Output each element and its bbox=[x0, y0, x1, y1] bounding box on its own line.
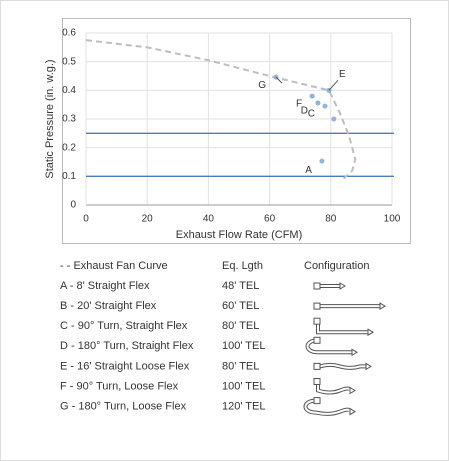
data-point bbox=[331, 116, 337, 122]
data-point bbox=[309, 93, 315, 99]
chart-frame bbox=[62, 18, 411, 244]
fan-curve bbox=[85, 39, 357, 180]
point-label: E bbox=[339, 69, 346, 80]
x-tick-label: 60 bbox=[264, 214, 276, 225]
row-length: 100' TEL bbox=[222, 340, 265, 352]
row-length: 60' TEL bbox=[222, 300, 259, 312]
data-point bbox=[315, 100, 321, 106]
configuration-icon bbox=[313, 302, 386, 310]
y-tick-label: 0.1 bbox=[62, 171, 76, 182]
row-label: G - 180° Turn, Loose Flex bbox=[60, 401, 187, 413]
point-label: A bbox=[305, 165, 312, 176]
x-tick-label: 0 bbox=[83, 214, 89, 225]
fan-curve-legend: - - Exhaust Fan Curve bbox=[60, 260, 168, 272]
y-tick-label: 0.5 bbox=[62, 56, 76, 67]
y-tick-label: 0.2 bbox=[62, 142, 76, 153]
row-label: F - 90° Turn, Loose Flex bbox=[60, 380, 179, 392]
y-tick-label: 0.3 bbox=[62, 114, 76, 125]
y-tick-label: 0.4 bbox=[62, 85, 76, 96]
row-length: 120' TEL bbox=[222, 401, 265, 413]
data-point bbox=[319, 158, 325, 164]
row-label: E - 16' Straight Loose Flex bbox=[60, 360, 190, 372]
column-header: Eq. Lgth bbox=[222, 260, 263, 272]
point-label: D bbox=[301, 106, 308, 117]
leader bbox=[328, 79, 339, 91]
configuration-icon bbox=[313, 362, 372, 371]
row-label: C - 90° Turn, Straight Flex bbox=[60, 320, 188, 332]
point-label: G bbox=[258, 80, 266, 91]
y-tick-label: 0.6 bbox=[62, 28, 76, 39]
row-length: 80' TEL bbox=[222, 320, 259, 332]
y-axis-label: Static Pressure (in. w.g.) bbox=[44, 59, 56, 178]
row-label: A - 8' Straight Flex bbox=[60, 280, 150, 292]
row-length: 48' TEL bbox=[222, 280, 259, 292]
x-axis-label: Exhaust Flow Rate (CFM) bbox=[176, 229, 303, 241]
column-header: Configuration bbox=[304, 260, 369, 272]
point-label: C bbox=[308, 109, 315, 120]
row-length: 80' TEL bbox=[222, 360, 259, 372]
x-tick-label: 20 bbox=[142, 214, 154, 225]
configuration-icon bbox=[313, 317, 374, 337]
configuration-icon bbox=[313, 378, 356, 395]
row-label: B - 20' Straight Flex bbox=[60, 300, 157, 312]
leader bbox=[275, 76, 283, 84]
x-tick-label: 100 bbox=[384, 214, 401, 225]
data-point bbox=[322, 103, 328, 109]
x-tick-label: 80 bbox=[325, 214, 337, 225]
configuration-icon bbox=[313, 282, 346, 290]
y-tick-label: 0 bbox=[70, 200, 76, 211]
row-length: 100' TEL bbox=[222, 380, 265, 392]
point-label: F bbox=[296, 99, 302, 110]
configuration-icon bbox=[303, 397, 356, 416]
x-tick-label: 40 bbox=[203, 214, 215, 225]
configuration-icon bbox=[305, 336, 358, 357]
row-label: D - 180° Turn, Straight Flex bbox=[60, 340, 194, 352]
